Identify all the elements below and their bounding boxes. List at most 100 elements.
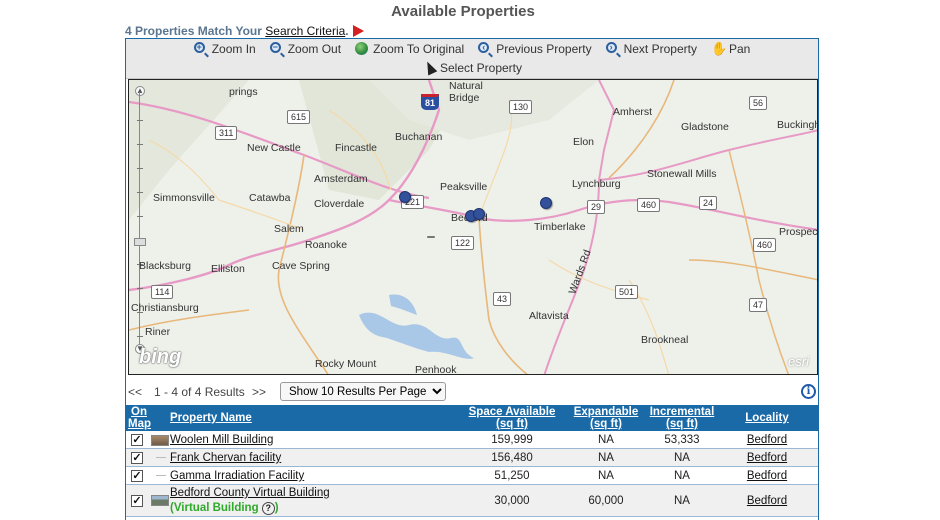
property-thumbnail[interactable] [156,475,166,476]
info-icon[interactable]: i [801,384,816,399]
route-shield: 24 [699,196,718,210]
select-arrow-icon [422,59,438,76]
search-criteria-link[interactable]: Search Criteria [265,24,346,38]
table-row[interactable]: ✓ Frank Chervan facility 156,480 NA NA B… [126,449,818,467]
route-shield: 615 [287,110,311,124]
map-place-label: Simmonsville [153,192,215,204]
match-suffix: . [345,24,349,38]
map-place-label: Elliston [211,263,245,275]
space-available-header[interactable]: Space Available (sq ft) [468,406,556,430]
pan-button[interactable]: ✋ Pan [711,42,750,57]
property-map[interactable]: ▲ ▼ prings Natural Bridge Amherst Gladst… [128,79,818,375]
property-name-link[interactable]: Gamma Irradiation Facility [170,470,305,482]
property-search-panel: + Zoom In − Zoom Out Zoom To Original ‹ … [125,38,819,520]
property-thumbnail[interactable] [156,457,166,458]
map-place-label: Natural [449,80,483,92]
space-available-value: 159,999 [491,434,533,446]
property-name-link[interactable]: Frank Chervan facility [170,452,282,464]
expandable-value: NA [598,452,614,464]
virtual-building-note: (Virtual Building ?) [170,502,279,515]
next-property-icon: › [605,42,620,56]
locality-link[interactable]: Bedford [746,495,788,507]
map-place-label: prings [229,86,258,98]
expandable-header[interactable]: Expandable (sq ft) [573,406,639,430]
red-flag-icon[interactable] [352,25,364,37]
zoom-slider-thumb[interactable] [134,238,146,246]
zoom-out-button[interactable]: − Zoom Out [269,42,341,56]
map-place-label: Fincastle [335,142,378,154]
map-place-label: Buckingh [777,119,818,131]
on-map-checkbox[interactable]: ✓ [131,434,143,446]
property-thumbnail[interactable] [151,435,169,446]
route-shield: 29 [587,200,606,214]
map-place-label: Catawba [249,192,291,204]
virtual-building-label: (Virtual Building [170,502,259,514]
expandable-value: 60,000 [588,495,624,507]
map-place-label: Riner [145,326,171,338]
bing-logo: bing [139,346,182,368]
locality-link[interactable]: Bedford [746,452,788,464]
incremental-value: NA [674,452,690,464]
results-per-page-select[interactable]: Show 10 Results Per Page [280,382,446,401]
property-marker[interactable] [399,191,411,203]
property-thumbnail[interactable] [151,495,169,506]
select-property-button[interactable]: Select Property [422,59,522,76]
results-count: 1 - 4 of 4 Results [154,385,245,399]
next-page-link[interactable]: >> [252,385,267,399]
on-map-checkbox[interactable]: ✓ [131,470,143,482]
map-place-label: Blacksburg [139,260,191,272]
route-shield [427,236,435,238]
incremental-header[interactable]: Incremental (sq ft) [649,406,715,430]
map-place-label: New Castle [247,142,301,154]
incremental-value: NA [674,495,690,507]
locality-link[interactable]: Bedford [746,434,788,446]
help-icon[interactable]: ? [261,502,275,515]
route-shield: 460 [637,198,661,212]
next-property-button[interactable]: › Next Property [605,42,697,56]
route-shield: 311 [215,126,238,140]
property-marker[interactable] [473,208,485,220]
zoom-out-icon: − [269,42,284,56]
property-name-header[interactable]: Property Name [170,412,252,424]
on-map-checkbox[interactable]: ✓ [131,495,143,507]
route-shield: 130 [509,100,533,114]
previous-property-label: Previous Property [496,42,592,56]
locality-header[interactable]: Locality [745,412,789,424]
map-place-label: Cloverdale [314,198,365,210]
previous-page-link[interactable]: << [128,385,143,399]
map-place-label: Lynchburg [572,178,621,190]
route-shield: 56 [749,96,768,110]
page-title: Available Properties [391,3,535,20]
previous-property-button[interactable]: ‹ Previous Property [478,42,592,56]
property-marker[interactable] [540,197,552,209]
on-map-header[interactable]: On Map [128,406,151,430]
route-shield: 43 [493,292,512,306]
table-row[interactable]: ✓ Woolen Mill Building 159,999 NA 53,333… [126,431,818,449]
locality-link[interactable]: Bedford [746,470,788,482]
globe-icon [355,42,369,56]
table-row[interactable]: ✓ Gamma Irradiation Facility 51,250 NA N… [126,467,818,485]
results-table-header: On Map Property Name Space Available (sq f… [126,405,818,431]
map-zoom-slider[interactable]: ▲ ▼ [134,86,146,354]
map-place-label: Buchanan [395,131,443,143]
map-place-label: Gladstone [681,121,729,133]
zoom-slider-up-icon[interactable]: ▲ [135,86,145,96]
table-row[interactable]: ✓ Bedford County Virtual Building (Virtu… [126,485,818,517]
property-name-link[interactable]: Bedford County Virtual Building [170,487,330,499]
zoom-to-original-label: Zoom To Original [373,42,465,56]
results-pager: << 1 - 4 of 4 Results >> Show 10 Results… [128,381,818,403]
on-map-checkbox[interactable]: ✓ [131,452,143,464]
results-table: On Map Property Name Space Available (sq f… [126,405,818,517]
map-place-label: Cave Spring [272,260,330,272]
match-count-text: 4 Properties Match Your [125,24,266,38]
map-place-label: Roanoke [305,239,348,251]
zoom-to-original-button[interactable]: Zoom To Original [355,42,464,56]
incremental-value: 53,333 [664,434,700,446]
route-shield: 460 [753,238,777,252]
previous-property-icon: ‹ [478,42,492,56]
property-name-link[interactable]: Woolen Mill Building [170,434,274,446]
zoom-slider-down-icon[interactable]: ▼ [135,344,145,354]
map-place-label: Altavista [529,310,569,322]
route-shield: 122 [451,236,475,250]
zoom-in-button[interactable]: + Zoom In [193,42,256,56]
